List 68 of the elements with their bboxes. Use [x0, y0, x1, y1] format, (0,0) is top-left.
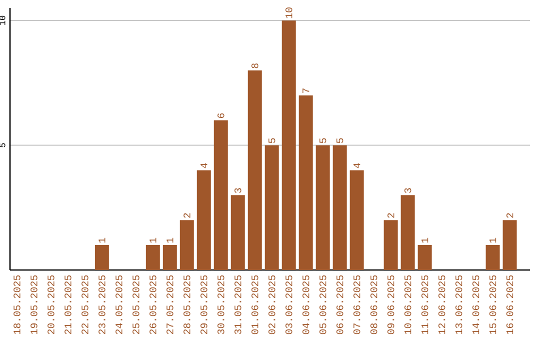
bar: [418, 245, 432, 270]
x-tick-label: 14.06.2025: [472, 275, 480, 334]
data-label: 10: [285, 8, 292, 18]
x-tick-label: 01.06.2025: [251, 275, 258, 334]
data-label: 1: [166, 238, 174, 243]
x-tick-label: 24.05.2025: [116, 275, 122, 334]
data-label: 6: [217, 113, 224, 118]
x-tick-label: 13.06.2025: [455, 275, 462, 334]
bar: [486, 245, 500, 270]
bar: [214, 120, 228, 270]
bar: [180, 220, 194, 270]
data-label: 1: [489, 238, 496, 243]
x-tick-label: 23.05.2025: [98, 275, 106, 334]
x-tick-label: 26.05.2025: [150, 275, 156, 334]
bar: [350, 170, 364, 270]
x-tick-label: 27.05.2025: [166, 275, 174, 334]
bar: [298, 95, 313, 270]
x-tick-label: 06.06.2025: [336, 275, 344, 334]
bar: [502, 220, 517, 270]
x-tick-label: 04.06.2025: [302, 275, 310, 334]
x-tick-label: 02.06.2025: [268, 275, 276, 334]
bar: [316, 145, 330, 270]
data-label: 3: [234, 188, 242, 193]
bar: [230, 195, 245, 270]
data-label: 5: [320, 138, 326, 144]
data-label: 2: [184, 213, 190, 218]
bar: [384, 220, 398, 270]
x-tick-label: 05.06.2025: [319, 275, 326, 334]
x-tick-label: 30.05.2025: [217, 275, 224, 334]
bar: [332, 145, 347, 270]
data-label: 5: [336, 138, 344, 144]
bar: [400, 195, 415, 270]
x-tick-label: 28.05.2025: [184, 275, 190, 334]
x-tick-label: 31.05.2025: [234, 275, 242, 334]
x-tick-label: 18.05.2025: [14, 275, 20, 334]
data-label: 7: [302, 88, 310, 93]
x-tick-label: 11.06.2025: [421, 275, 428, 334]
data-label: 1: [98, 238, 106, 243]
data-label: 2: [387, 213, 394, 218]
x-tick-label: 22.05.2025: [82, 275, 88, 334]
bar: [196, 170, 211, 270]
x-tick-label: 21.05.2025: [64, 275, 72, 334]
bar: [264, 145, 279, 270]
data-label: 8: [251, 63, 258, 68]
data-label: 2: [506, 213, 514, 218]
x-tick-label: 15.06.2025: [489, 275, 496, 334]
x-tick-label: 08.06.2025: [370, 275, 378, 334]
data-label: 1: [422, 238, 428, 243]
x-tick-label: 16.06.2025: [506, 275, 514, 334]
bar: [248, 70, 262, 270]
data-label: 4: [200, 163, 208, 168]
bar: [94, 245, 109, 270]
bar: [162, 245, 177, 270]
bar: [146, 245, 160, 270]
x-tick-label: 19.05.2025: [30, 275, 38, 334]
data-label: 4: [354, 163, 360, 168]
x-tick-label: 03.06.2025: [285, 275, 292, 334]
x-tick-label: 12.06.2025: [438, 275, 446, 334]
x-tick-label: 09.06.2025: [387, 275, 394, 334]
bar: [282, 20, 296, 270]
data-label: 1: [150, 238, 156, 243]
x-tick-label: 25.05.2025: [132, 275, 140, 334]
x-tick-label: 29.05.2025: [200, 275, 208, 334]
x-tick-label: 10.06.2025: [404, 275, 412, 334]
x-tick-label: 20.05.2025: [48, 275, 54, 334]
x-tick-label: 07.06.2025: [353, 275, 360, 334]
data-label: 3: [404, 188, 412, 193]
data-label: 5: [268, 138, 276, 144]
